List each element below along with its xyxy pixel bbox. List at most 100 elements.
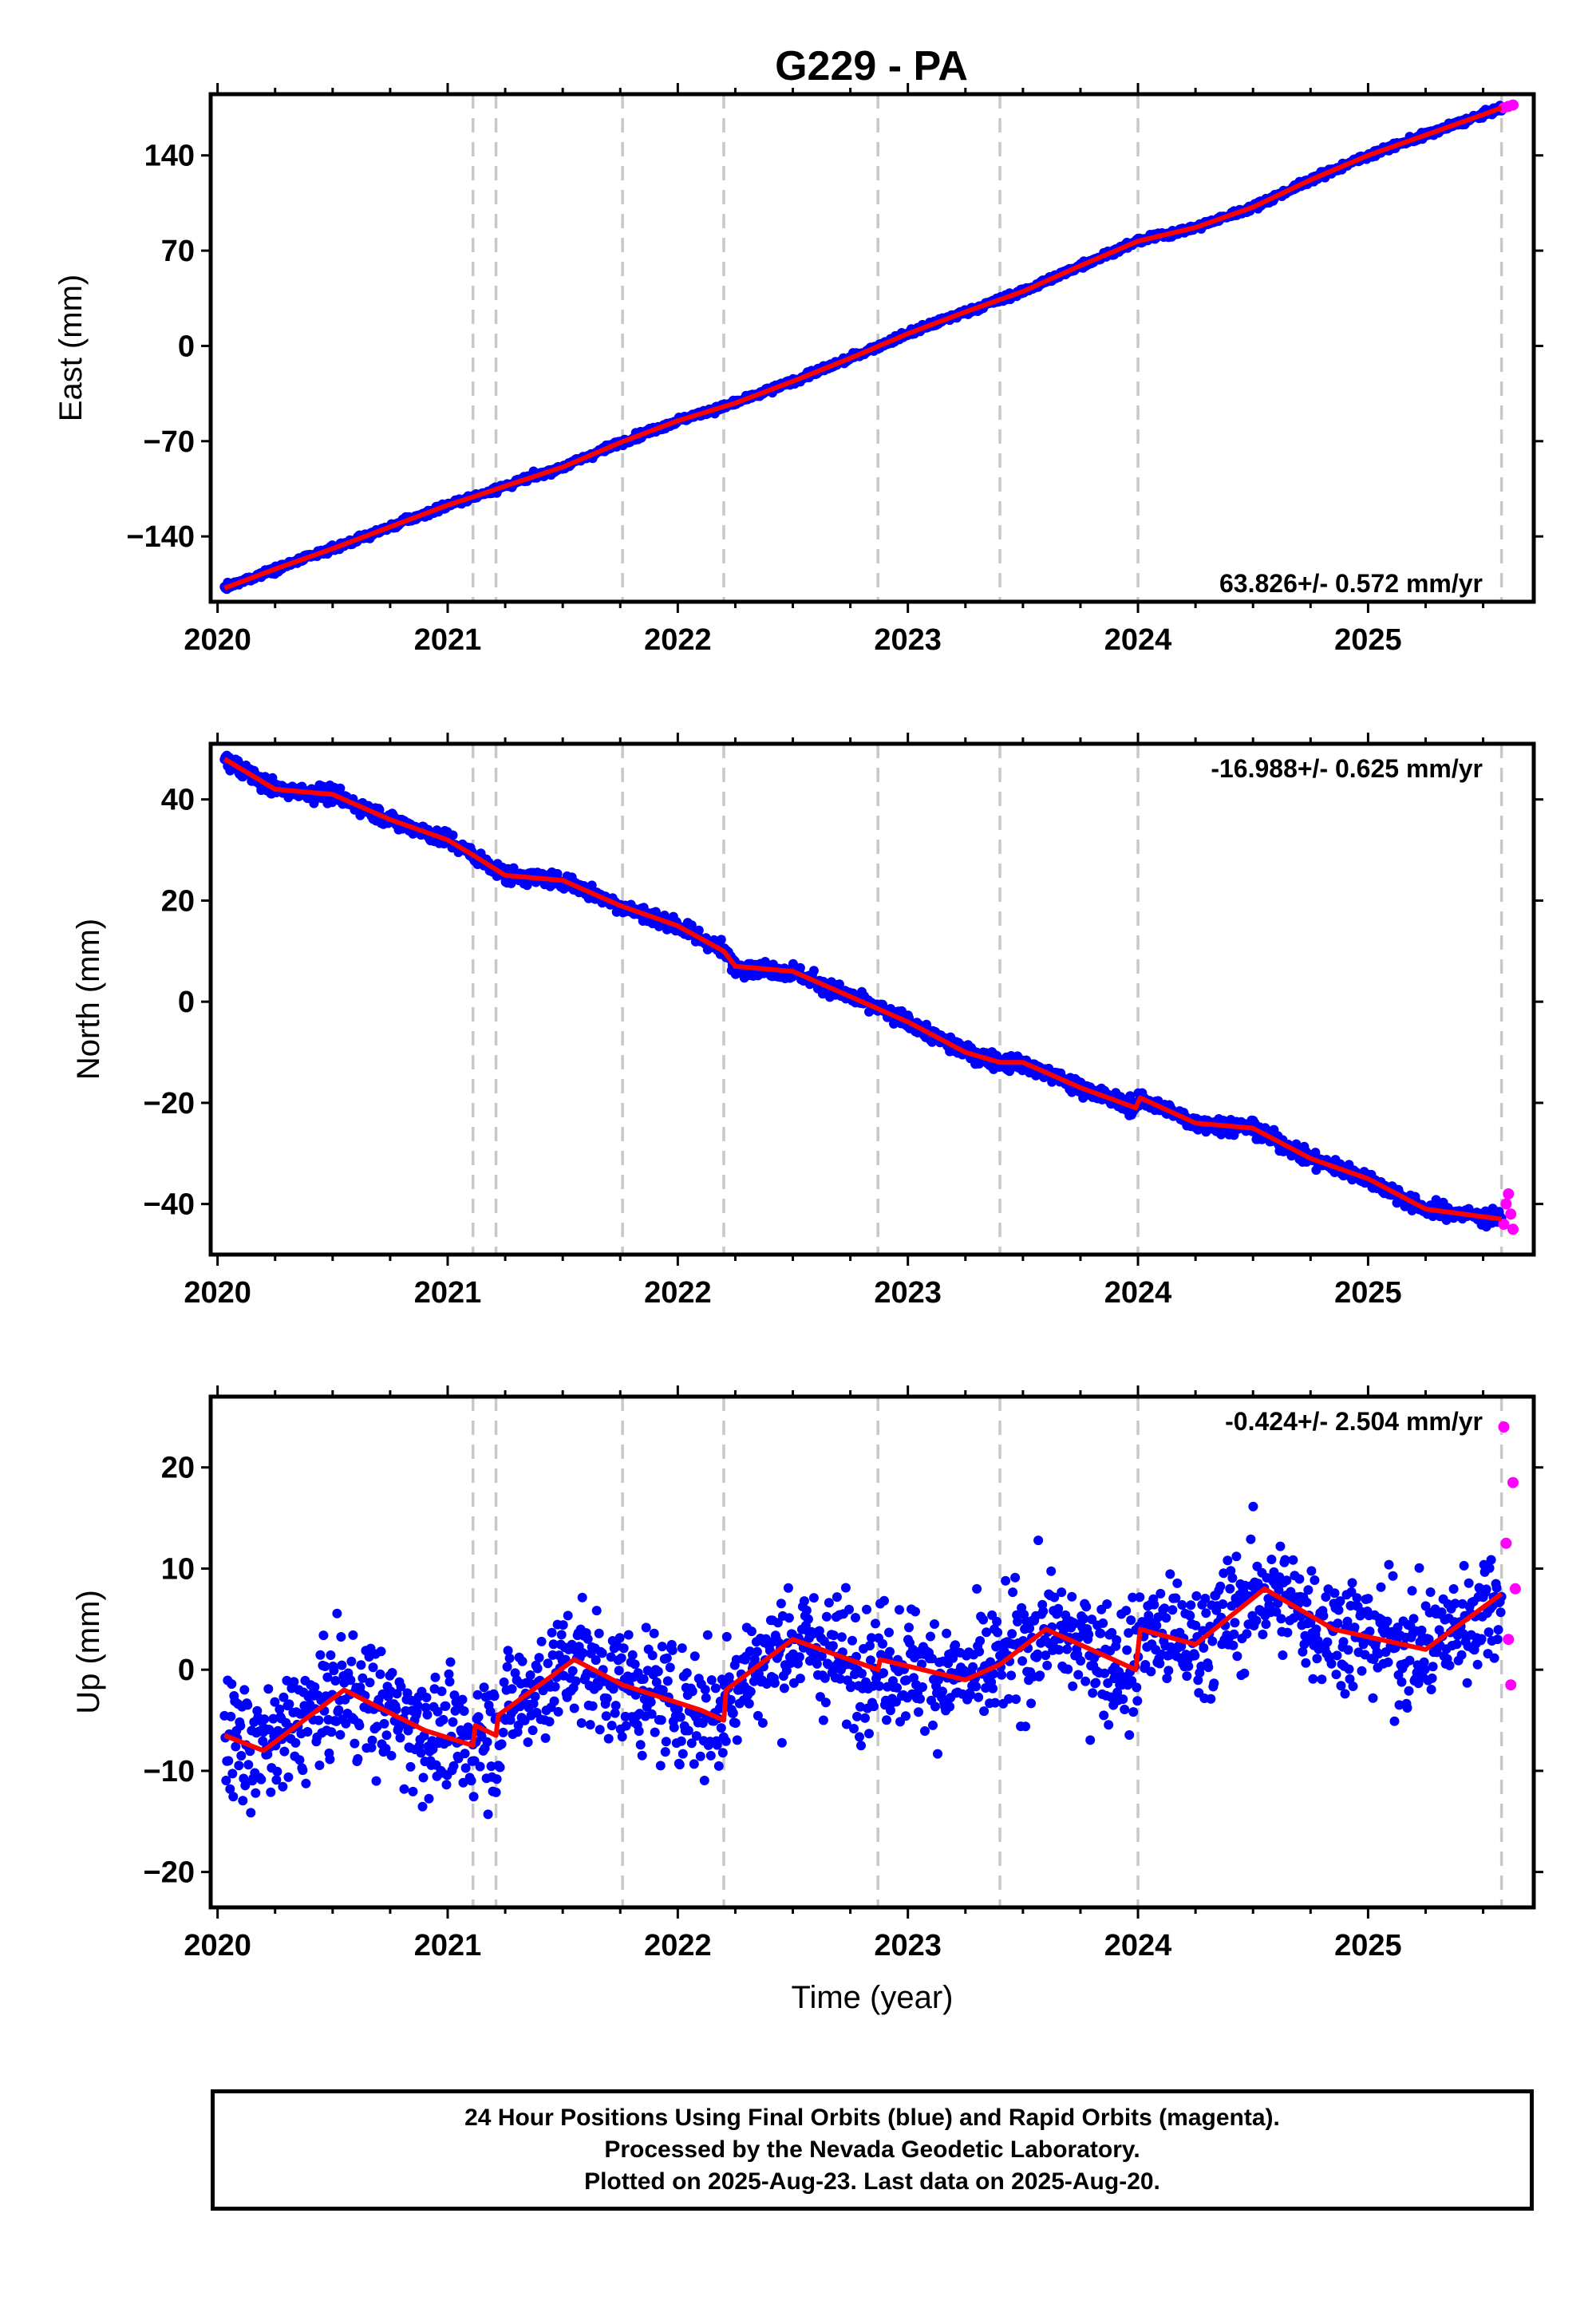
final-orbit-point — [1251, 1615, 1262, 1626]
final-orbit-point — [290, 1737, 301, 1748]
final-orbit-point — [302, 1727, 313, 1737]
final-orbit-point — [614, 1666, 624, 1676]
final-orbit-point — [1242, 1629, 1252, 1639]
final-orbit-point — [865, 1641, 875, 1651]
final-orbit-point — [1163, 1666, 1174, 1676]
final-orbit-point — [228, 1792, 239, 1802]
final-orbit-point — [701, 1693, 711, 1703]
x-tick-label: 2020 — [184, 1276, 251, 1310]
final-orbit-point — [662, 1676, 673, 1686]
final-orbit-point — [1229, 1629, 1239, 1639]
final-orbit-point — [246, 1808, 256, 1818]
final-orbit-point — [855, 1732, 864, 1742]
final-orbit-point — [392, 1689, 402, 1699]
final-orbit-point — [1358, 1639, 1369, 1650]
final-orbit-point — [1041, 1650, 1051, 1661]
final-orbit-point — [1345, 1674, 1355, 1684]
final-orbit-point — [227, 1679, 237, 1690]
final-orbit-point — [1080, 1676, 1091, 1686]
final-orbit-point — [223, 1756, 234, 1766]
final-orbit-point — [1336, 1681, 1346, 1691]
final-orbit-point — [673, 1704, 683, 1714]
final-orbit-point — [776, 1599, 786, 1609]
final-orbit-point — [988, 1683, 998, 1694]
final-orbit-point — [433, 1706, 443, 1717]
x-tick-label: 2024 — [1104, 623, 1172, 657]
final-orbit-point — [997, 1670, 1007, 1680]
final-orbit-point — [289, 1677, 299, 1687]
y-tick-label: −20 — [144, 1087, 195, 1120]
final-orbit-point — [885, 1646, 895, 1657]
final-orbit-point — [687, 1686, 697, 1697]
final-orbit-point — [1373, 1649, 1384, 1659]
x-tick-label: 2025 — [1334, 623, 1402, 657]
final-orbit-point — [315, 1650, 326, 1660]
plot-frame — [208, 92, 1536, 604]
final-orbit-point — [221, 1776, 231, 1785]
rapid-orbit-points — [1498, 99, 1519, 114]
model-fit-line — [223, 1586, 1503, 1753]
final-orbit-point — [569, 1703, 579, 1713]
final-orbit-point — [1278, 1650, 1288, 1660]
rapid-orbit-point — [1509, 1583, 1521, 1595]
model-fit-line — [223, 105, 1503, 591]
final-orbit-point — [417, 1801, 428, 1812]
final-orbit-point — [1248, 1501, 1258, 1512]
final-orbit-point — [646, 1709, 657, 1719]
final-orbit-point — [418, 1773, 429, 1783]
north-rate-label: -16.988+/- 0.625 mm/yr — [1211, 754, 1483, 783]
final-orbit-point — [1191, 1620, 1201, 1630]
final-orbit-point — [1140, 1660, 1151, 1670]
final-orbit-point — [1457, 1599, 1468, 1609]
final-orbit-point — [386, 1750, 397, 1761]
final-orbit-point — [769, 1678, 780, 1688]
final-orbit-point — [1054, 1645, 1065, 1655]
x-tick-label: 2020 — [184, 623, 251, 657]
final-orbit-point — [1349, 1622, 1360, 1633]
final-orbit-point — [753, 1710, 763, 1721]
final-orbit-point — [1340, 1689, 1350, 1699]
rapid-orbit-point — [1500, 1198, 1512, 1210]
x-tick-label: 2023 — [874, 1276, 942, 1310]
x-tick-label: 2025 — [1334, 1276, 1402, 1310]
rapid-orbit-points — [1498, 1421, 1521, 1691]
final-orbit-point — [875, 1681, 884, 1691]
final-orbit-point — [371, 1776, 381, 1786]
final-orbit-point — [301, 1778, 311, 1788]
final-orbit-point — [504, 1653, 515, 1663]
final-orbit-point — [1104, 1720, 1114, 1730]
final-orbit-point — [1332, 1650, 1342, 1661]
final-orbit-point — [527, 1725, 538, 1736]
final-orbit-point — [706, 1675, 717, 1686]
east-rate-label: 63.826+/- 0.572 mm/yr — [1219, 569, 1483, 598]
final-orbit-point — [1100, 1668, 1110, 1678]
final-orbit-point — [379, 1718, 389, 1729]
final-orbit-point — [695, 1751, 705, 1761]
final-orbit-point — [486, 1761, 496, 1772]
final-orbit-points — [219, 1501, 1507, 1820]
final-orbit-point — [948, 1653, 958, 1663]
final-orbit-point — [429, 1684, 440, 1694]
final-orbit-point — [1322, 1637, 1333, 1647]
final-orbit-point — [950, 1640, 961, 1650]
final-orbit-point — [271, 1775, 282, 1785]
final-orbit-point — [1091, 1678, 1101, 1688]
final-orbit-point — [492, 1774, 502, 1784]
final-orbit-point — [585, 1720, 595, 1730]
final-orbit-point — [517, 1656, 527, 1666]
final-orbit-point — [1402, 1703, 1412, 1713]
final-orbit-point — [1486, 1555, 1496, 1565]
final-orbit-point — [226, 1711, 236, 1721]
final-orbit-point — [803, 1614, 813, 1624]
final-orbit-point — [441, 1780, 452, 1790]
final-orbit-point — [945, 1701, 955, 1712]
model-fit-line — [223, 105, 1503, 591]
final-orbit-point — [421, 1702, 431, 1713]
final-orbit-point — [1025, 1623, 1035, 1634]
final-orbit-point — [1289, 1613, 1299, 1623]
final-orbit-point — [1200, 1594, 1211, 1603]
final-orbit-point — [784, 1613, 794, 1623]
final-orbit-point — [795, 962, 805, 973]
final-orbit-point — [543, 1658, 553, 1669]
final-orbit-point — [710, 1683, 721, 1694]
